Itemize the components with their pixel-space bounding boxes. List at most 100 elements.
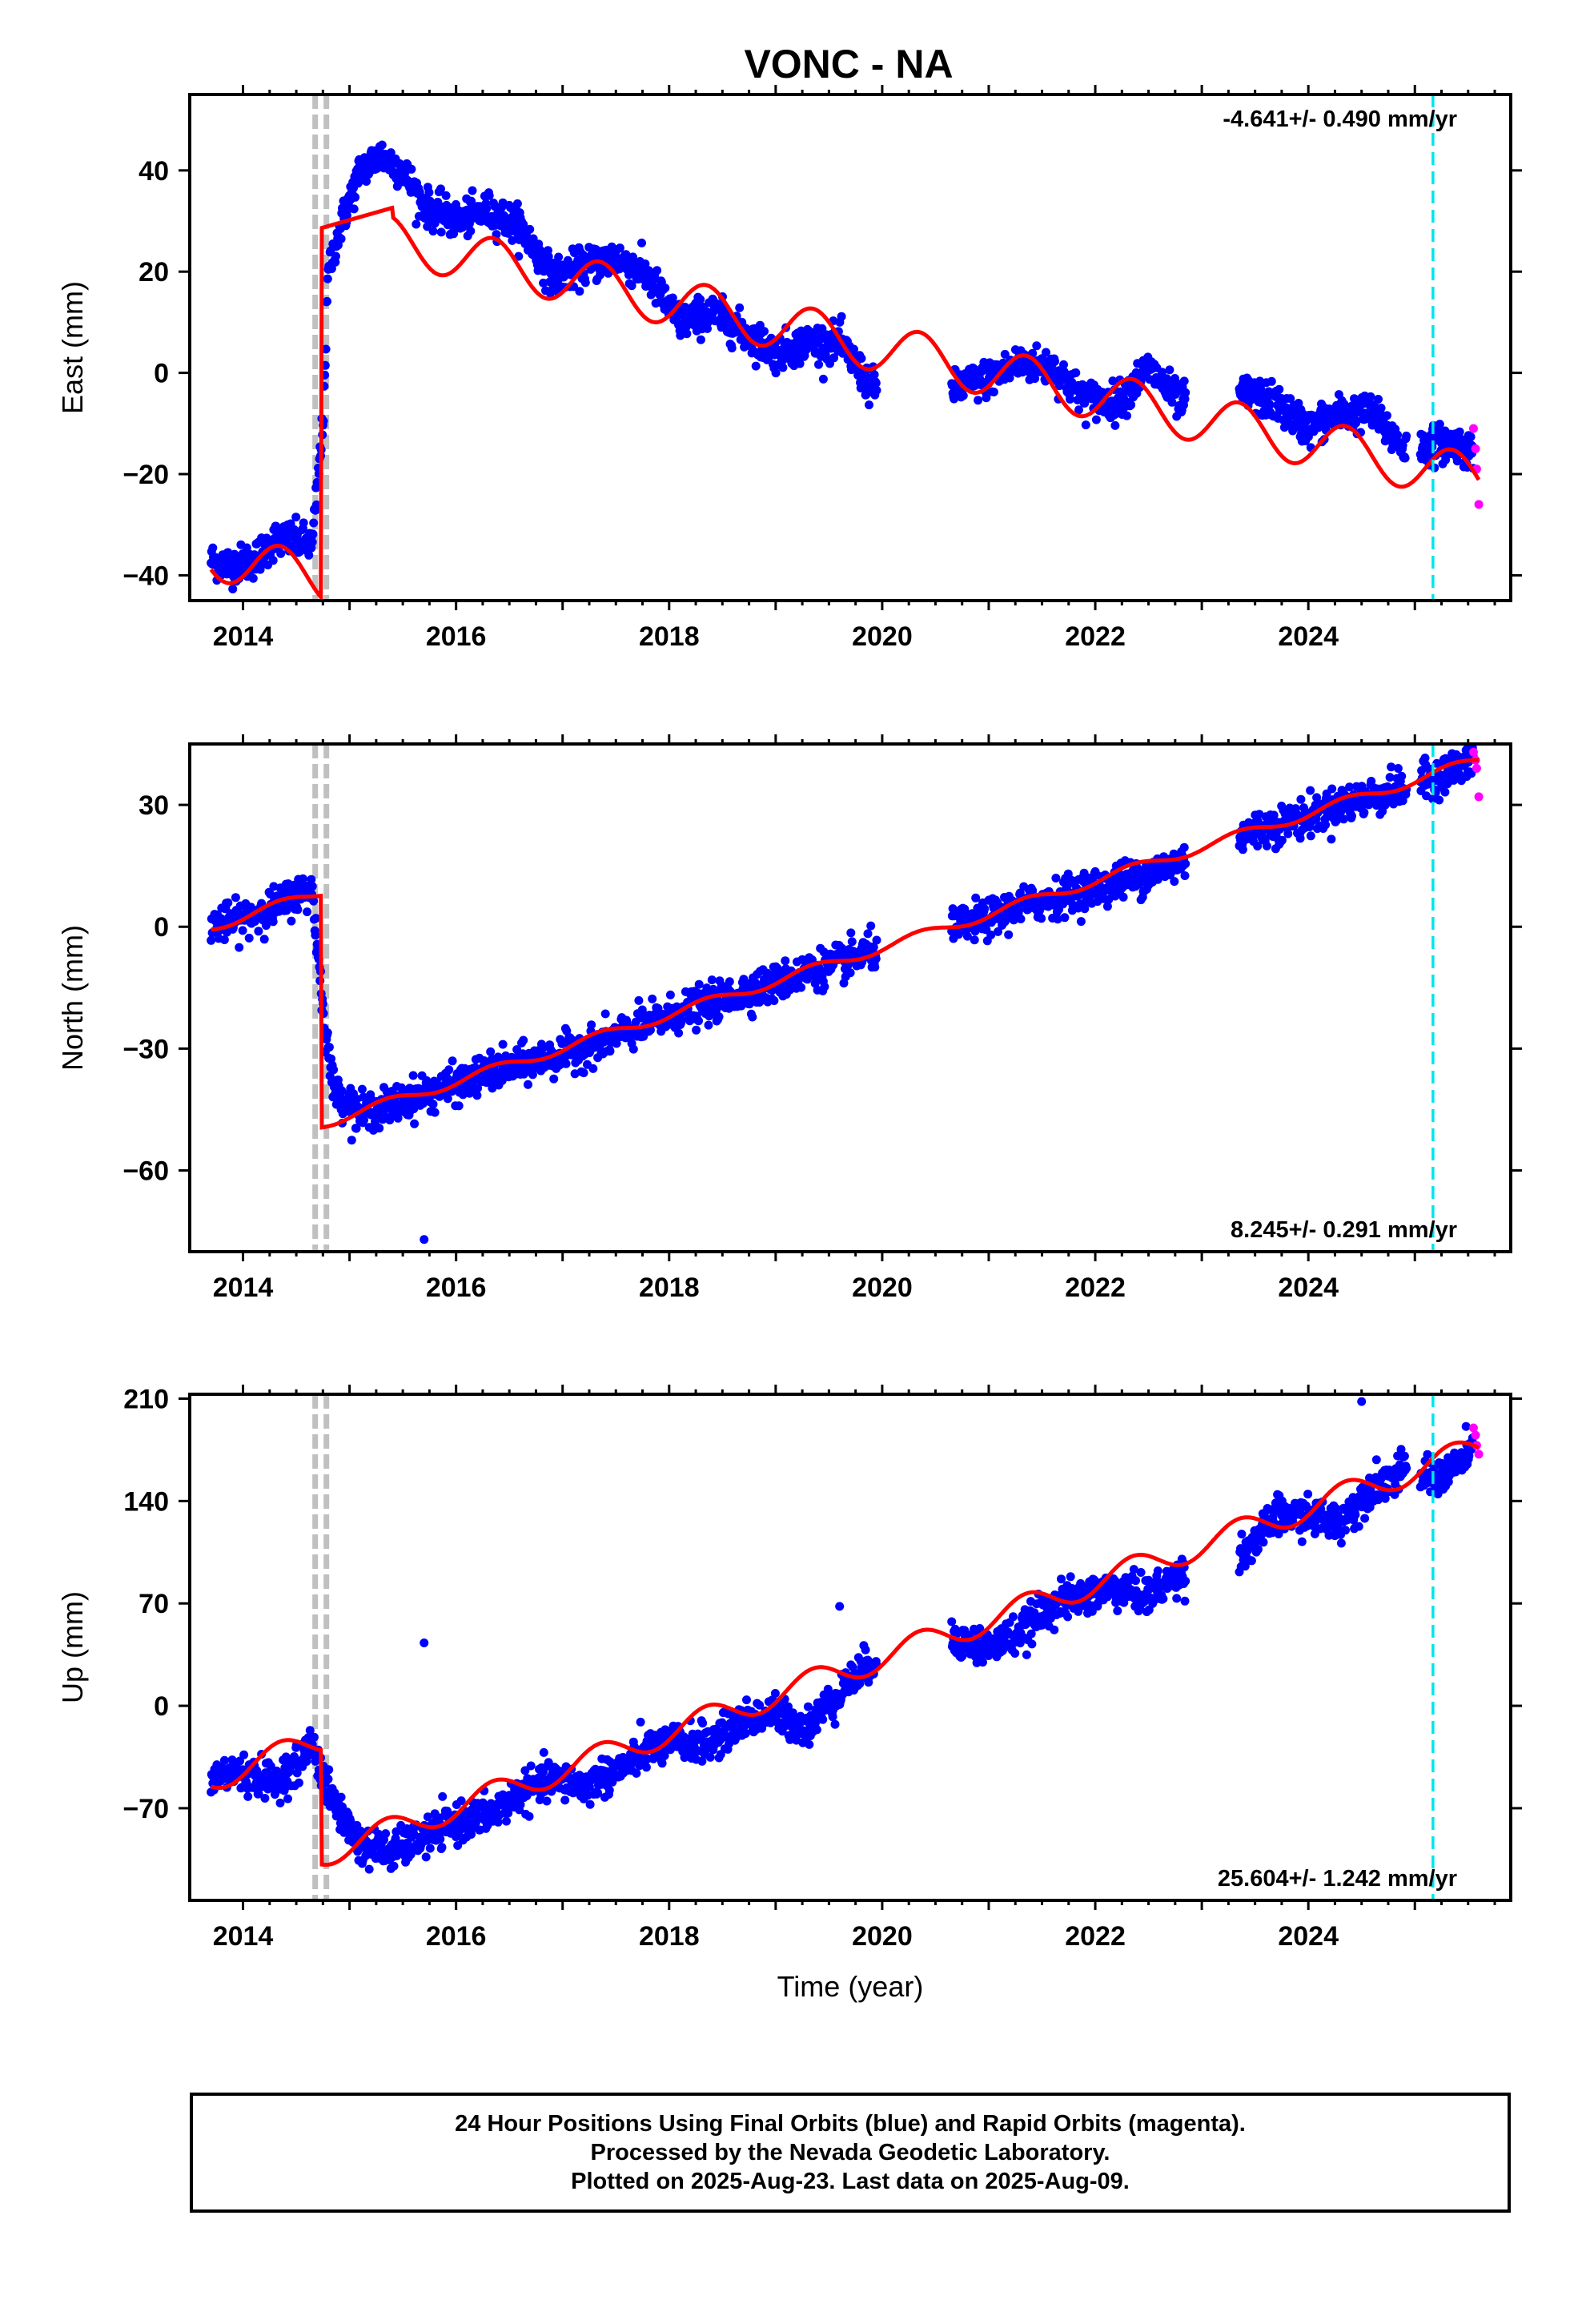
data-point xyxy=(438,1791,448,1801)
data-point xyxy=(321,344,331,354)
data-point xyxy=(974,396,983,405)
data-point xyxy=(634,995,644,1005)
data-point xyxy=(1393,764,1403,773)
data-point xyxy=(410,1119,420,1128)
data-point xyxy=(560,1795,570,1805)
data-point xyxy=(1277,835,1287,845)
data-point xyxy=(870,963,880,972)
data-point xyxy=(1312,793,1322,802)
data-point xyxy=(847,937,857,947)
data-point xyxy=(1005,373,1014,383)
figure-title: VONC - NA xyxy=(744,42,953,86)
data-point xyxy=(1452,456,1462,466)
data-point xyxy=(1104,895,1114,904)
data-point xyxy=(1440,787,1450,797)
data-point xyxy=(1102,902,1112,911)
data-point-rapid xyxy=(1474,500,1484,509)
data-point xyxy=(1466,432,1476,441)
y-tick-label: 40 xyxy=(139,156,169,187)
x-tick-label: 2018 xyxy=(639,621,700,652)
data-point xyxy=(704,1020,713,1030)
data-point xyxy=(1306,831,1315,841)
data-point xyxy=(208,543,218,553)
data-point xyxy=(1179,842,1189,852)
data-point xyxy=(275,1798,285,1807)
data-point xyxy=(820,982,829,991)
plot-area-up xyxy=(207,1394,1484,1900)
data-point xyxy=(514,251,524,261)
data-point xyxy=(781,956,790,966)
data-point xyxy=(303,907,312,917)
data-point xyxy=(324,1765,334,1775)
data-point xyxy=(727,344,737,353)
data-point xyxy=(814,360,823,369)
data-point xyxy=(579,1068,588,1078)
data-point xyxy=(1265,400,1275,410)
data-point xyxy=(493,1817,503,1827)
data-point xyxy=(636,1717,645,1727)
data-point xyxy=(1286,394,1295,404)
data-point xyxy=(714,1012,724,1022)
y-tick-label: 30 xyxy=(139,790,169,821)
data-point xyxy=(323,1775,333,1784)
data-point xyxy=(311,931,320,940)
data-point xyxy=(472,1091,482,1100)
data-point xyxy=(428,1100,438,1109)
data-point xyxy=(1275,384,1284,394)
data-point xyxy=(393,1113,403,1123)
data-point xyxy=(958,391,968,400)
data-point xyxy=(228,585,238,593)
data-point xyxy=(504,1808,513,1818)
data-point xyxy=(436,184,445,194)
data-point xyxy=(329,1065,339,1075)
data-point xyxy=(1296,794,1306,804)
data-point xyxy=(423,1812,432,1822)
data-point xyxy=(436,1835,445,1844)
data-point xyxy=(473,1084,483,1093)
data-point xyxy=(846,928,856,938)
data-point xyxy=(347,1136,356,1145)
data-point xyxy=(304,550,314,560)
data-point xyxy=(1441,455,1451,464)
series-final-orbits xyxy=(207,140,1478,593)
data-point xyxy=(282,906,291,915)
data-point xyxy=(1179,376,1189,386)
data-point xyxy=(797,983,806,992)
data-point xyxy=(268,556,278,565)
data-point xyxy=(299,518,308,528)
data-point xyxy=(682,329,692,339)
plot-frame xyxy=(188,742,1512,1253)
data-point xyxy=(381,1829,391,1839)
data-point xyxy=(508,235,517,245)
data-point xyxy=(307,537,317,547)
data-point xyxy=(707,975,717,985)
data-point xyxy=(311,500,321,509)
y-tick-label: 0 xyxy=(154,912,169,943)
data-point xyxy=(1238,845,1247,854)
data-point xyxy=(872,385,881,395)
data-point xyxy=(1397,771,1407,781)
data-point xyxy=(330,1788,339,1798)
data-point xyxy=(986,931,996,939)
data-point xyxy=(466,227,476,235)
series-rapid-orbits xyxy=(1468,424,1484,509)
data-point xyxy=(359,1116,369,1124)
data-point xyxy=(308,529,318,539)
data-point xyxy=(1180,394,1190,404)
data-point xyxy=(652,266,662,275)
x-tick-label: 2024 xyxy=(1278,1273,1339,1303)
data-point-rapid xyxy=(1471,444,1480,453)
data-point xyxy=(238,926,247,935)
data-point xyxy=(1367,777,1376,786)
data-point xyxy=(575,287,584,296)
panels: 2014 2016 2018 2020 2022 2024−40−2002040East … xyxy=(56,85,1522,2003)
data-point xyxy=(349,204,359,214)
data-point xyxy=(751,361,761,371)
data-point xyxy=(351,1124,361,1133)
data-point xyxy=(309,896,319,906)
data-point xyxy=(1345,782,1355,792)
data-point xyxy=(408,1071,418,1080)
data-point xyxy=(252,1766,262,1775)
data-point xyxy=(994,927,1002,936)
data-point xyxy=(299,874,307,883)
